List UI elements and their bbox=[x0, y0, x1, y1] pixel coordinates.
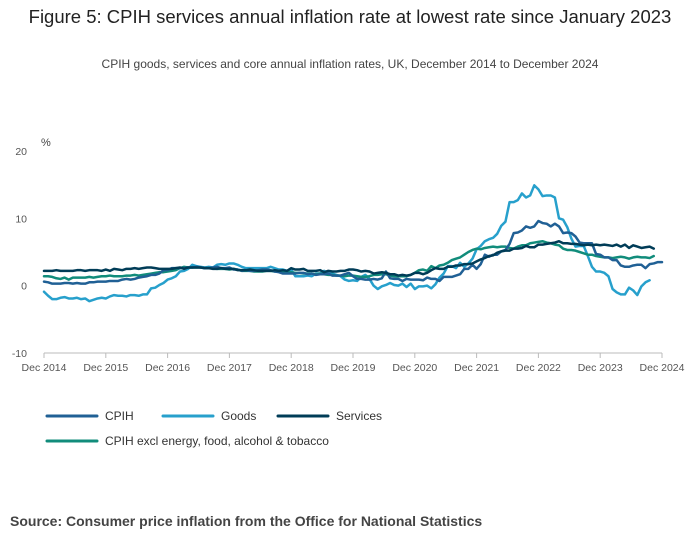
chart-subtitle: CPIH goods, services and core annual inf… bbox=[101, 57, 599, 71]
x-tick-label: Dec 2019 bbox=[331, 362, 376, 374]
series-line-services bbox=[42, 239, 656, 277]
legend: CPIH Goods Services CPIH excl energy, food,… bbox=[45, 409, 382, 448]
series-line-cpih bbox=[42, 219, 664, 285]
x-tick-label: Dec 2014 bbox=[22, 362, 67, 374]
y-tick-label: 0 bbox=[21, 281, 27, 293]
y-axis-unit-label: % bbox=[41, 137, 51, 149]
x-tick-label: Dec 2022 bbox=[516, 362, 561, 374]
series-line-goods bbox=[42, 184, 651, 303]
x-tick-label: Dec 2018 bbox=[269, 362, 314, 374]
legend-label: CPIH excl energy, food, alcohol & tobacc… bbox=[105, 434, 329, 448]
x-tick-label: Dec 2017 bbox=[207, 362, 252, 374]
x-tick-label: Dec 2020 bbox=[392, 362, 437, 374]
y-tick-label: 10 bbox=[15, 213, 27, 225]
series-lines bbox=[42, 184, 664, 303]
legend-label: CPIH bbox=[105, 409, 134, 423]
y-tick-label: -10 bbox=[12, 348, 27, 360]
chart-title: Figure 5: CPIH services annual inflation… bbox=[28, 6, 672, 27]
x-tick-label: Dec 2023 bbox=[578, 362, 623, 374]
y-axis: -10 0 10 20 bbox=[12, 146, 27, 360]
x-tick-label: Dec 2015 bbox=[83, 362, 128, 374]
x-tick-label: Dec 2016 bbox=[145, 362, 190, 374]
y-tick-label: 20 bbox=[15, 146, 27, 158]
x-tick-label: Dec 2021 bbox=[454, 362, 499, 374]
x-axis: Dec 2014 Dec 2015 Dec 2016 Dec 2017 Dec 2018… bbox=[22, 352, 685, 374]
legend-label: Services bbox=[336, 409, 382, 423]
source-note: Source: Consumer price inflation from th… bbox=[10, 513, 483, 529]
legend-label: Goods bbox=[221, 409, 256, 423]
x-tick-label: Dec 2024 bbox=[640, 362, 685, 374]
